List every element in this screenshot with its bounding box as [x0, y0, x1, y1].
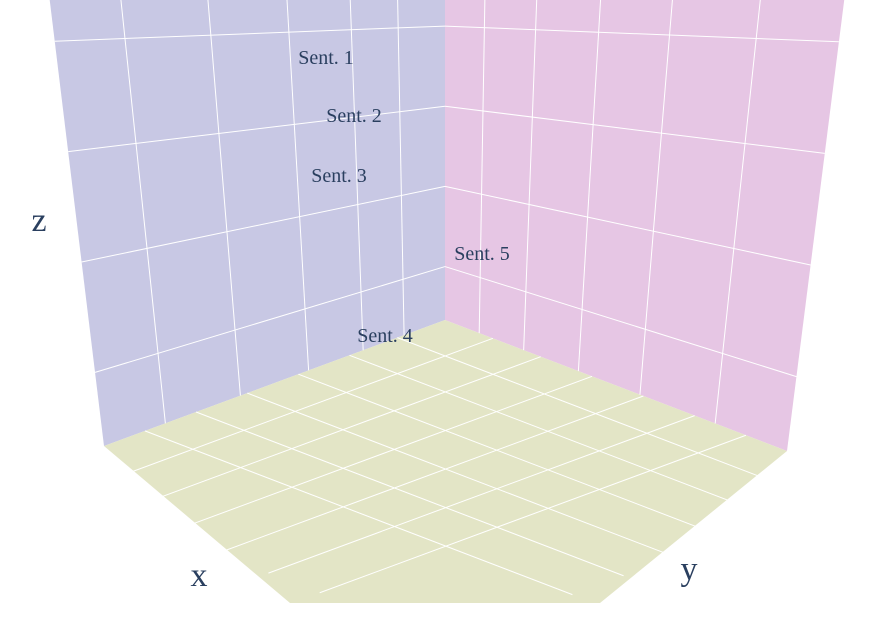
floor-gridline [349, 354, 778, 520]
scene-point-labels: Sent. 1 Sent. 2 Sent. 3 Sent. 4 Sent. 5 [298, 47, 510, 347]
xz-wall-gridline-h [54, 25, 446, 42]
floor-gridline [298, 373, 727, 539]
floor-gridline [268, 415, 695, 574]
yz-wall-gridline-v [577, 0, 602, 372]
xz-wall-gridline-v [286, 0, 310, 371]
point-label[interactable]: Sent. 2 [326, 105, 382, 127]
floor-gridline [195, 411, 624, 577]
yz-wall-gridline-v [639, 0, 673, 395]
yz-wall [445, 0, 845, 451]
yz-wall-gridline-h [444, 185, 811, 266]
floor-gridline [66, 337, 494, 497]
scene-walls [49, 0, 845, 603]
xz-wall-gridline-v [207, 0, 241, 396]
xz-wall-gridline-v [120, 0, 166, 424]
y-axis-title: y [681, 551, 698, 588]
yz-wall-gridline-h [444, 25, 839, 43]
floor-gridline [114, 356, 541, 515]
xz-wall [49, 0, 445, 446]
scene-gridlines [54, 0, 839, 596]
yz-wall-gridline-v [523, 0, 538, 351]
point-label[interactable]: Sent. 4 [357, 325, 413, 347]
scene-axis-titles: x y z [31, 202, 697, 594]
xz-wall-gridline-h [81, 185, 446, 263]
floor-gridline [216, 395, 644, 554]
point-label[interactable]: Sent. 5 [454, 243, 510, 265]
z-axis-title: z [31, 202, 46, 239]
yz-wall-gridline-v [478, 0, 486, 334]
point-label[interactable]: Sent. 3 [311, 165, 367, 187]
floor-gridline [319, 434, 747, 594]
xz-wall-gridline-v [349, 0, 364, 351]
floor-gridline [397, 337, 825, 502]
floor-gridline [165, 375, 593, 535]
xz-wall-gridline-v [397, 0, 405, 336]
point-label[interactable]: Sent. 1 [298, 47, 354, 69]
x-axis-title: x [191, 557, 208, 594]
yz-wall-gridline-v [714, 0, 761, 424]
floor-gridline [247, 392, 675, 558]
xz-wall-gridline-h [94, 266, 446, 373]
floor-gridline [144, 430, 573, 596]
yz-wall-gridline-h [444, 105, 825, 154]
yz-wall-gridline-h [444, 266, 797, 378]
xz-wall-gridline-h [68, 105, 446, 153]
